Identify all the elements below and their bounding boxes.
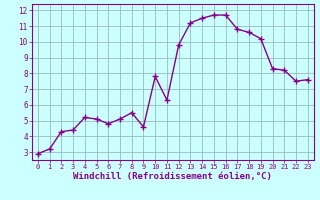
X-axis label: Windchill (Refroidissement éolien,°C): Windchill (Refroidissement éolien,°C)	[73, 172, 272, 181]
